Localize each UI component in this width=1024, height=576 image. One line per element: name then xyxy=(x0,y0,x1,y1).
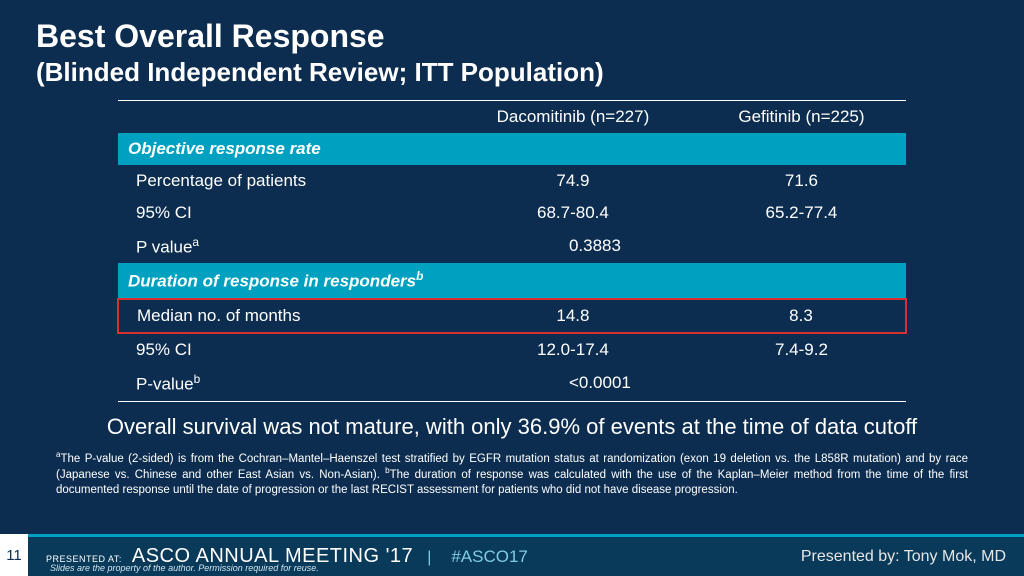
presenter-name: Presented by: Tony Mok, MD xyxy=(801,548,1006,566)
row-label: 95% CI xyxy=(118,333,449,366)
table-row: 95% CI 12.0-17.4 7.4-9.2 xyxy=(118,333,906,366)
section-dor: Duration of response in respondersb xyxy=(118,263,906,299)
row-label: Percentage of patients xyxy=(118,165,449,197)
cell: 68.7-80.4 xyxy=(449,197,697,229)
cell: 7.4-9.2 xyxy=(697,333,906,366)
footer-bar: 11 PRESENTED AT: ASCO ANNUAL MEETING '17… xyxy=(0,534,1024,576)
cell: 74.9 xyxy=(449,165,697,197)
cell: 0.3883 xyxy=(449,229,906,264)
cell: 65.2-77.4 xyxy=(697,197,906,229)
table-row: 95% CI 68.7-80.4 65.2-77.4 xyxy=(118,197,906,229)
footnote: aThe P-value (2-sided) is from the Cochr… xyxy=(56,450,968,497)
row-label: P-valueb xyxy=(118,366,449,401)
row-label: P valuea xyxy=(118,229,449,264)
table-header-row: Dacomitinib (n=227) Gefitinib (n=225) xyxy=(118,100,906,133)
section-orr: Objective response rate xyxy=(118,133,906,165)
slide-number: 11 xyxy=(0,534,28,576)
col-header-dacomitinib: Dacomitinib (n=227) xyxy=(449,100,697,133)
slide-title: Best Overall Response xyxy=(36,18,988,55)
hashtag: #ASCO17 xyxy=(451,547,528,567)
footer-disclaimer: Slides are the property of the author. P… xyxy=(50,563,319,573)
slide-subtitle: (Blinded Independent Review; ITT Populat… xyxy=(36,57,988,88)
table-row: P-valueb <0.0001 xyxy=(118,366,906,401)
table-row: P valuea 0.3883 xyxy=(118,229,906,264)
row-label: 95% CI xyxy=(118,197,449,229)
summary-note: Overall survival was not mature, with on… xyxy=(87,414,937,440)
table-row-highlighted: Median no. of months 14.8 8.3 xyxy=(118,299,906,333)
cell: 14.8 xyxy=(449,299,697,333)
col-header-gefitinib: Gefitinib (n=225) xyxy=(697,100,906,133)
cell: 8.3 xyxy=(697,299,906,333)
cell: 12.0-17.4 xyxy=(449,333,697,366)
cell: <0.0001 xyxy=(449,366,906,401)
cell: 71.6 xyxy=(697,165,906,197)
row-label: Median no. of months xyxy=(118,299,449,333)
data-table: Dacomitinib (n=227) Gefitinib (n=225) Ob… xyxy=(117,100,907,402)
table-row: Percentage of patients 74.9 71.6 xyxy=(118,165,906,197)
